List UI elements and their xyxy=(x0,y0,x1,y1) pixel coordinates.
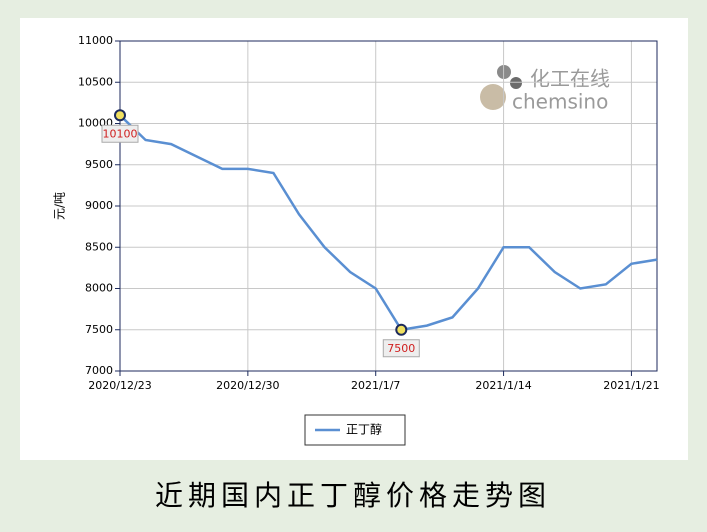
y-tick-label: 10500 xyxy=(78,75,113,88)
y-tick-label: 11000 xyxy=(78,34,113,47)
point-label: 7500 xyxy=(387,342,415,355)
x-tick-label: 2021/1/7 xyxy=(351,379,400,392)
watermark: 化工在线 xyxy=(530,67,610,91)
y-tick-label: 9000 xyxy=(85,199,113,212)
y-tick-label: 7000 xyxy=(85,364,113,377)
y-tick-label: 8500 xyxy=(85,240,113,253)
x-tick-label: 2021/1/14 xyxy=(475,379,531,392)
y-tick-label: 7500 xyxy=(85,323,113,336)
logo xyxy=(480,65,522,110)
caption-title: 近期国内正丁醇价格走势图 xyxy=(155,479,551,512)
x-tick-label: 2021/1/21 xyxy=(603,379,659,392)
panel xyxy=(20,18,688,460)
x-tick-label: 2020/12/23 xyxy=(88,379,151,392)
y-tick-label: 9500 xyxy=(85,158,113,171)
legend-label: 正丁醇 xyxy=(346,422,382,437)
point-label-box xyxy=(101,124,139,143)
y-tick-label: 8000 xyxy=(85,282,113,295)
highlight-point xyxy=(114,109,126,122)
point-label-box xyxy=(382,339,420,358)
point-label: 10100 xyxy=(103,127,138,140)
data-line xyxy=(119,114,658,332)
y-axis-label: 元/吨 xyxy=(53,192,67,220)
x-tick-label: 2020/12/30 xyxy=(216,379,279,392)
watermark: chemsino xyxy=(512,90,608,114)
highlight-point xyxy=(395,323,408,336)
plot-frame xyxy=(119,40,658,372)
